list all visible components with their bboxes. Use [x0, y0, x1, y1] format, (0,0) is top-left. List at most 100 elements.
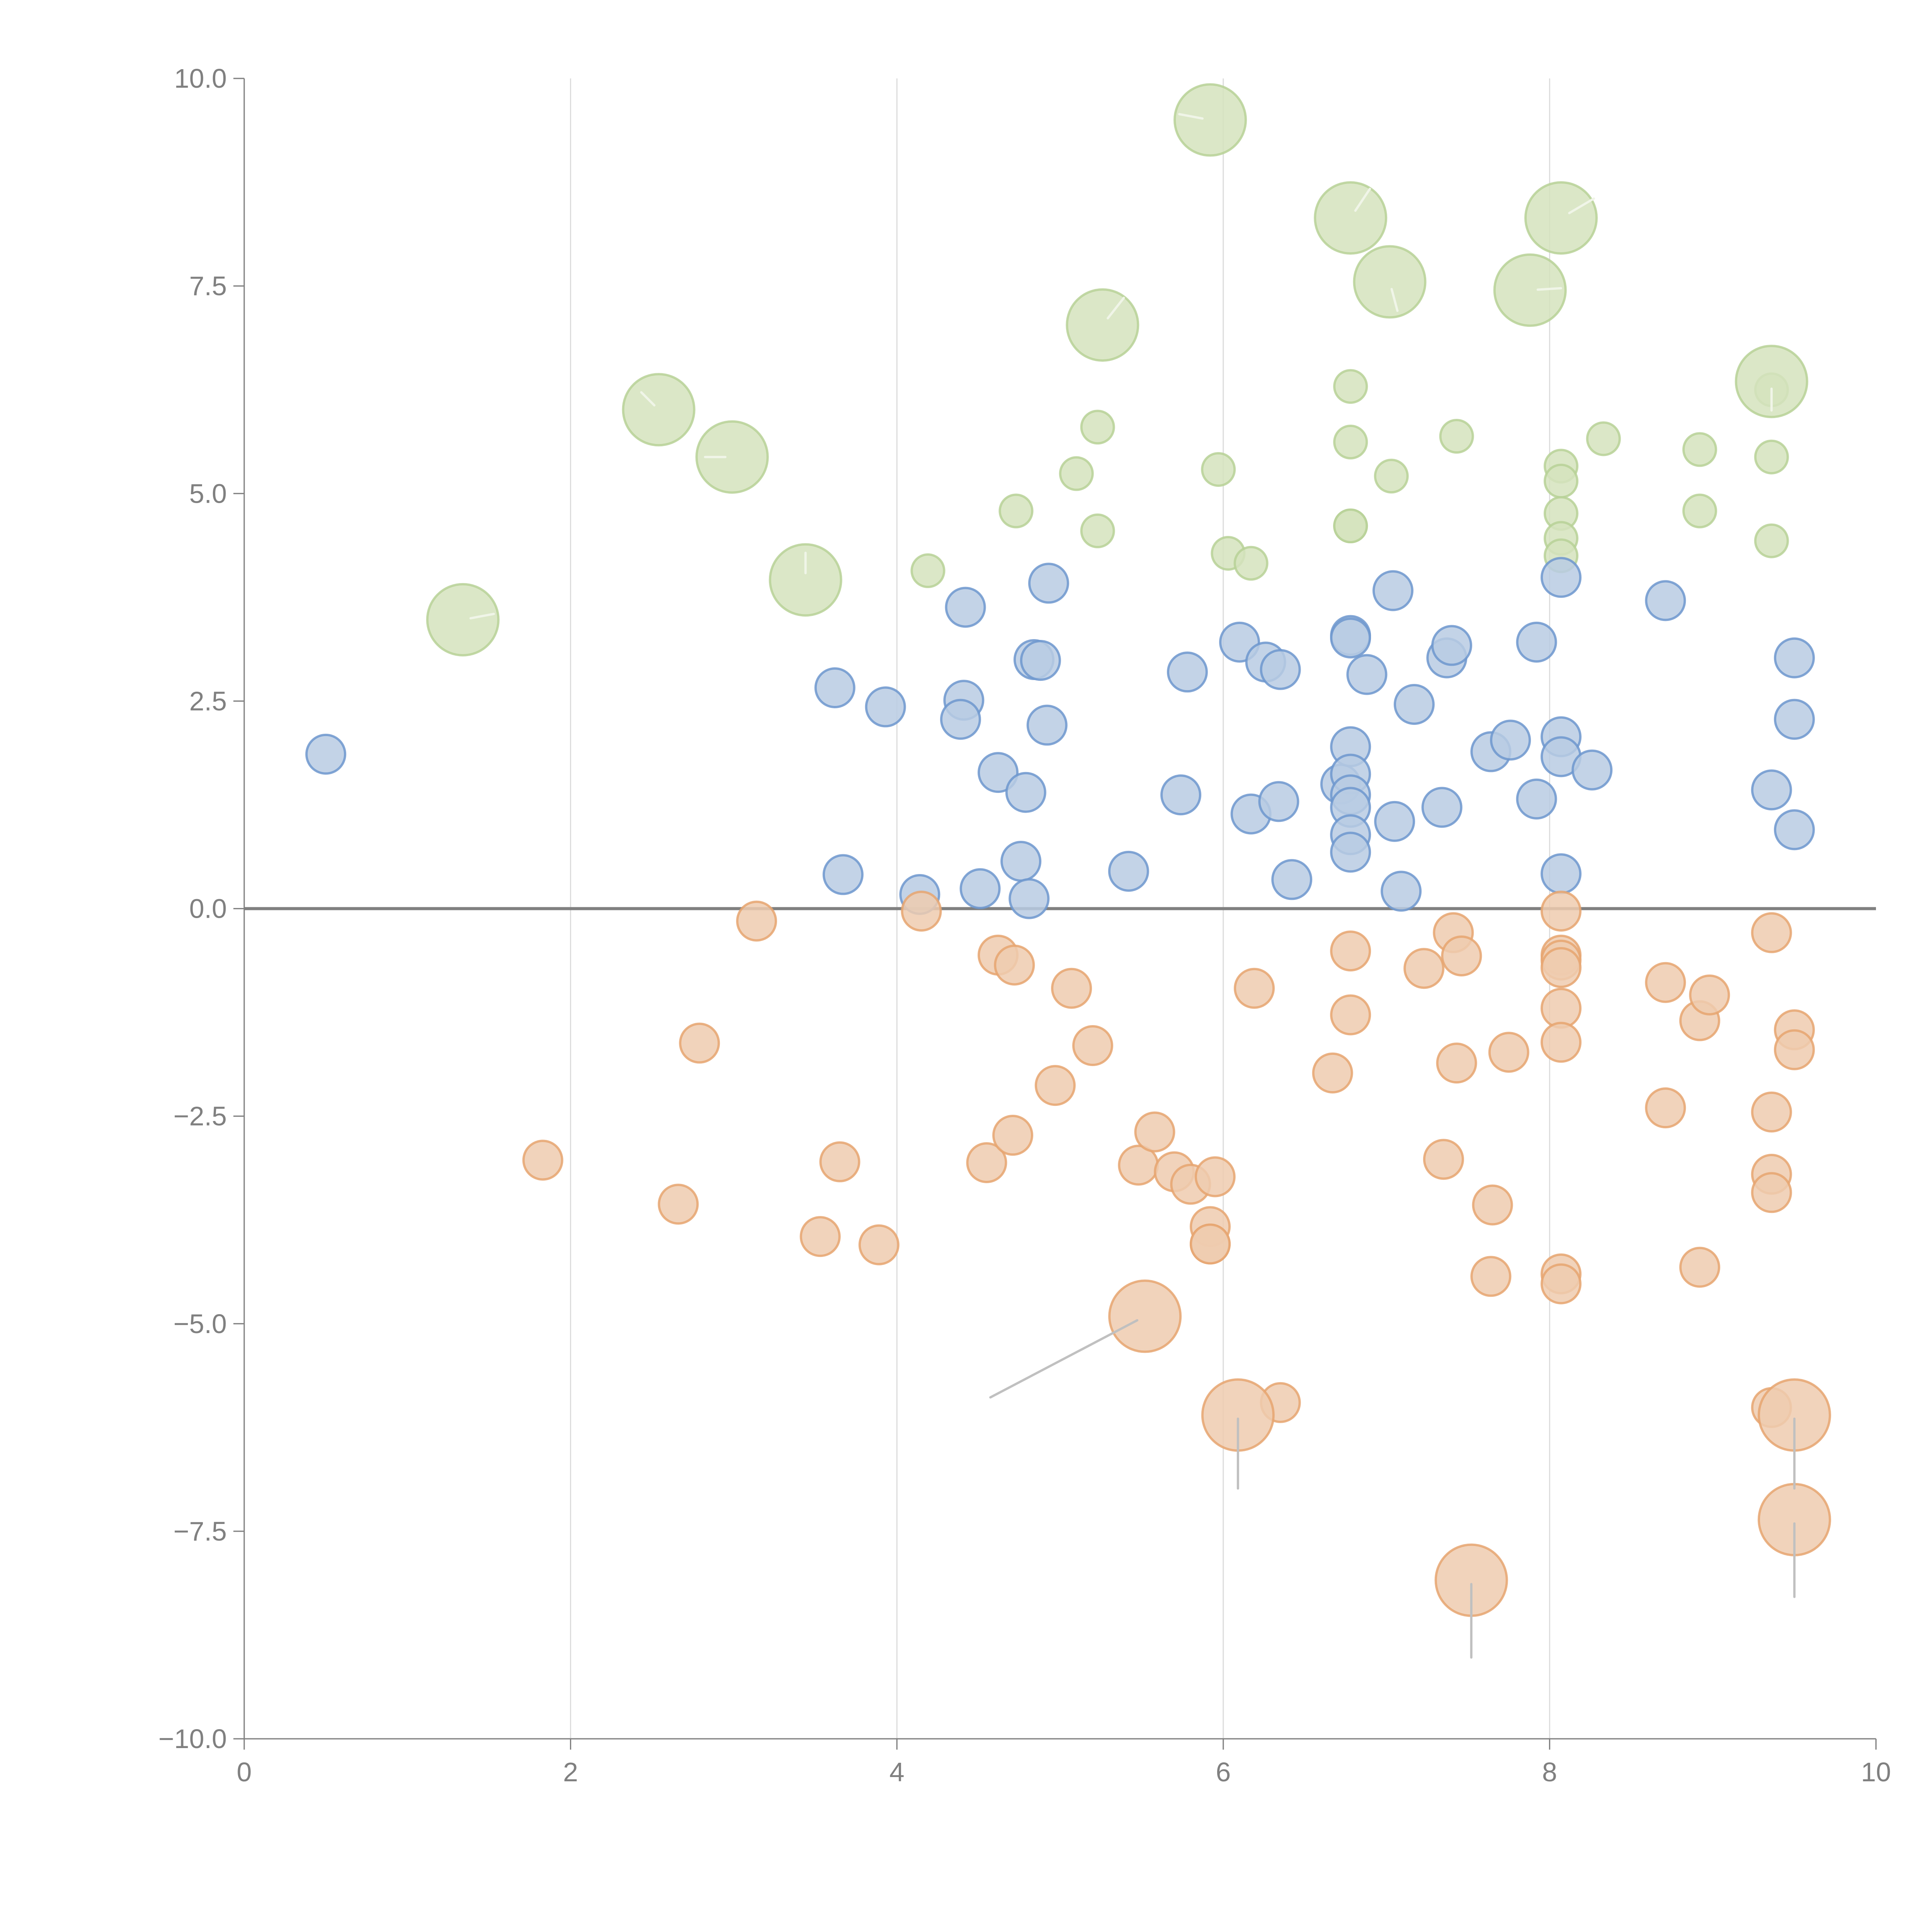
- orange-bubble: [1472, 1184, 1513, 1226]
- green-bubble: [1754, 439, 1789, 474]
- green-bubble: [1080, 513, 1115, 548]
- green-bubble: [1066, 288, 1139, 362]
- orange-bubble: [1689, 974, 1730, 1015]
- green-bubble: [1754, 523, 1789, 558]
- blue-bubble: [1372, 570, 1413, 611]
- orange-bubble: [994, 944, 1035, 986]
- orange-bubble: [858, 1224, 900, 1265]
- orange-bubble: [1134, 1111, 1175, 1153]
- leader-line: [469, 612, 495, 620]
- green-bubble: [1586, 421, 1621, 456]
- orange-bubble: [1540, 988, 1582, 1029]
- green-bubble: [1233, 546, 1269, 581]
- y-tick-label: 7.5: [189, 271, 227, 301]
- y-tick-label: −2.5: [173, 1101, 227, 1131]
- x-tick-label: 10: [1861, 1757, 1891, 1787]
- y-tick-label: 0.0: [189, 894, 227, 924]
- blue-bubble: [865, 686, 906, 728]
- orange-bubble: [992, 1115, 1034, 1156]
- axes: 10.0 7.5 5.0 2.5 0.0 −2.5 −5.0 −7.5 −10.0 0 2 4 6 8 10: [158, 63, 1891, 1787]
- x-tick-label: 0: [237, 1757, 252, 1787]
- green-bubble: [1059, 456, 1094, 491]
- leader-line: [1178, 113, 1204, 120]
- orange-bubble: [1645, 1087, 1686, 1129]
- blue-bubble: [1381, 871, 1422, 912]
- orange-bubble: [1540, 890, 1582, 932]
- blue-bubble: [822, 854, 864, 895]
- green-bubble: [910, 553, 946, 588]
- orange-bubble: [799, 1216, 841, 1257]
- orange-bubble: [1423, 1139, 1464, 1180]
- blue-bubble: [1393, 684, 1435, 725]
- orange-bubble: [1190, 1223, 1231, 1265]
- blue-bubble: [1258, 781, 1299, 822]
- blue-bubble: [1421, 787, 1463, 828]
- green-bubble: [1333, 425, 1368, 460]
- blue-bubble: [1271, 859, 1313, 900]
- orange-bubble: [966, 1142, 1007, 1183]
- green-bubble: [1439, 419, 1474, 454]
- orange-bubble: [1312, 1052, 1353, 1094]
- orange-bubble: [736, 900, 777, 942]
- bubbles: [305, 83, 1831, 1617]
- blue-bubble: [1431, 625, 1473, 666]
- orange-bubble: [1751, 1091, 1792, 1133]
- blue-bubble: [1751, 769, 1792, 811]
- blue-bubble: [1774, 637, 1815, 679]
- orange-bubble: [1051, 968, 1092, 1009]
- orange-bubble: [1774, 1029, 1815, 1070]
- orange-bubble: [1540, 947, 1582, 988]
- green-bubble: [998, 493, 1034, 529]
- leader-line: [1536, 287, 1562, 291]
- leader-line: [640, 391, 656, 407]
- orange-bubble: [1234, 968, 1275, 1009]
- blue-bubble: [1005, 772, 1046, 813]
- orange-bubble: [658, 1184, 699, 1225]
- blue-bubble: [1346, 654, 1388, 695]
- blue-bubble: [1540, 557, 1582, 598]
- green-bubble: [1682, 493, 1717, 529]
- x-tick-label: 8: [1542, 1757, 1557, 1787]
- green-bubble: [426, 583, 500, 656]
- orange-bubble: [1679, 1247, 1720, 1288]
- y-tick-label: −5.0: [173, 1309, 227, 1339]
- blue-bubble: [1571, 749, 1613, 791]
- orange-bubble: [1470, 1256, 1512, 1297]
- green-bubble: [1735, 345, 1808, 418]
- green-bubble: [1493, 253, 1567, 327]
- blue-bubble: [1516, 778, 1557, 820]
- orange-bubble: [1108, 1279, 1182, 1353]
- orange-bubble: [1540, 1022, 1582, 1063]
- x-tick-label: 2: [563, 1757, 578, 1787]
- green-bubble: [1682, 432, 1717, 467]
- blue-bubble: [1026, 704, 1068, 746]
- green-bubble: [1314, 181, 1388, 255]
- blue-bubble: [1330, 832, 1371, 873]
- orange-bubble: [1751, 912, 1792, 953]
- y-tick-label: −10.0: [158, 1724, 227, 1754]
- x-tick-label: 6: [1216, 1757, 1231, 1787]
- leader-line: [989, 1319, 1139, 1399]
- orange-bubble: [901, 890, 942, 932]
- green-bubble: [1374, 459, 1409, 494]
- blue-bubble: [959, 868, 1001, 909]
- green-bubble: [1524, 181, 1598, 255]
- orange-bubble: [1034, 1065, 1076, 1106]
- orange-bubble: [1540, 1263, 1582, 1304]
- orange-bubble: [1403, 948, 1445, 989]
- blue-bubble: [940, 699, 981, 740]
- green-bubble: [1543, 464, 1578, 499]
- blue-bubble: [305, 733, 347, 775]
- leader-line: [1568, 197, 1595, 214]
- green-bubble: [1333, 509, 1368, 544]
- blue-bubble: [945, 587, 986, 628]
- blue-bubble: [1774, 699, 1815, 740]
- leader-line: [1354, 187, 1371, 212]
- green-bubble: [1173, 83, 1247, 157]
- orange-bubble: [679, 1022, 720, 1064]
- blue-bubble: [1009, 878, 1050, 919]
- orange-bubble: [1072, 1025, 1113, 1066]
- blue-bubble: [1645, 580, 1686, 621]
- x-tick-label: 4: [889, 1757, 905, 1787]
